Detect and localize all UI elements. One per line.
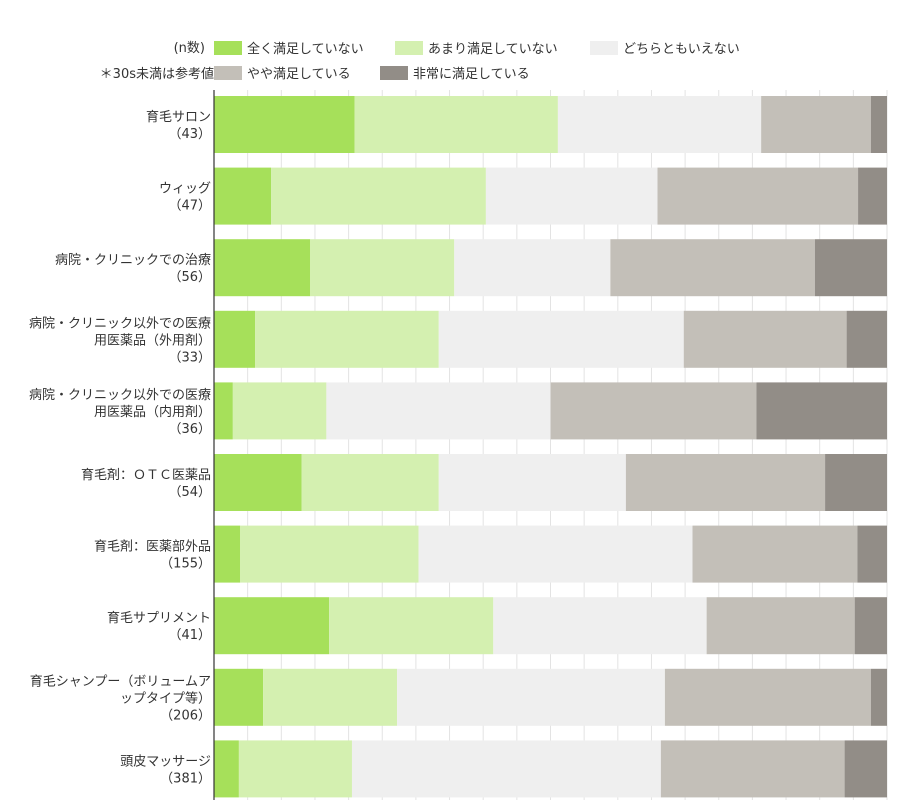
category-label-line: 育毛剤：ＯＴＣ医薬品: [81, 467, 211, 483]
bar-segment: [610, 239, 815, 297]
bar-segment: [706, 597, 855, 655]
category-label: 病院・クリニック以外での医療用医薬品（外用剤） （33）: [29, 316, 211, 365]
bar-segment: [761, 96, 871, 153]
bar-segment: [438, 310, 684, 368]
bar-segment: [438, 454, 626, 511]
category-label-line: （381）: [160, 771, 211, 786]
bar-segment: [418, 525, 693, 583]
bar-segment: [301, 454, 439, 511]
category-label: 頭皮マッサージ （381）: [120, 754, 211, 786]
bar-segment: [870, 668, 887, 726]
bar-segment: [683, 310, 847, 368]
n-count-label: (n数): [174, 41, 205, 56]
category-label: 育毛剤：ＯＴＣ医薬品 （54）: [81, 467, 211, 500]
category-label: 育毛シャンプー（ボリュームアップタイプ等） （206）: [30, 673, 211, 723]
bar-segment: [214, 167, 272, 225]
bar-segment: [232, 382, 327, 440]
legend-label-5: 非常に満足している: [413, 67, 530, 82]
category-label: 育毛サロン （43）: [146, 109, 211, 142]
bar-segment: [329, 597, 494, 655]
bar-segment: [814, 239, 887, 297]
category-label-line: （206）: [160, 708, 211, 723]
category-label: 育毛剤：医薬部外品 （155）: [94, 539, 211, 572]
legend-label-1: 全く満足していない: [247, 41, 364, 57]
category-label-line: （33）: [168, 350, 211, 365]
category-label-line: ップタイプ等）: [120, 690, 211, 706]
legend-swatch-5: [380, 66, 408, 80]
legend-swatch-4: [214, 66, 242, 80]
bar-segment: [214, 525, 241, 583]
bar-segment: [354, 96, 558, 153]
category-label-line: ウィッグ: [159, 182, 211, 197]
bar-segment: [271, 167, 486, 225]
bar-segment: [854, 597, 887, 655]
bar-segment: [454, 239, 611, 297]
bar-segment: [397, 668, 665, 726]
bar-segment: [825, 454, 887, 511]
bar-segment: [214, 668, 264, 726]
category-label-layer: 育毛サロン（43）ウィッグ（47）病院・クリニックでの治療（56）病院・クリニッ…: [29, 109, 211, 786]
category-label-line: 病院・クリニック以外での医療: [29, 316, 211, 331]
bar-segment: [756, 382, 887, 440]
legend-swatch-1: [214, 41, 242, 55]
bar-segment: [214, 382, 233, 440]
bar-segment: [214, 454, 302, 511]
legend-swatch-2: [395, 41, 423, 55]
reference-note: ＊30s未満は参考値: [100, 66, 214, 82]
bar-segment: [550, 382, 757, 440]
bar-segment: [238, 740, 352, 798]
category-label-line: （43）: [168, 127, 211, 142]
category-label-line: （41）: [168, 628, 211, 643]
category-label-line: （56）: [168, 270, 211, 285]
bar-segment: [240, 525, 419, 583]
category-label-line: （155）: [160, 557, 211, 572]
bar-segment: [326, 382, 551, 440]
bar-segment: [625, 454, 826, 511]
category-label-line: 用医薬品（外用剤）: [94, 332, 211, 348]
bar-segment: [657, 167, 859, 225]
bar-segment: [485, 167, 658, 225]
category-label: 育毛サプリメント （41）: [107, 610, 211, 643]
legend-label-4: やや満足している: [247, 67, 351, 82]
category-label-line: 育毛シャンプー（ボリュームア: [30, 673, 211, 689]
category-label-line: 頭皮マッサージ: [120, 754, 211, 769]
category-label-line: 病院・クリニック以外での医療: [29, 388, 211, 403]
bar-segment: [660, 740, 845, 798]
bar-segment: [255, 310, 439, 368]
bar-segment: [310, 239, 455, 297]
category-label-line: 用医薬品（内用剤）: [94, 404, 211, 420]
category-label-line: 育毛サプリメント: [107, 610, 211, 626]
legend-label-2: あまり満足していない: [428, 42, 558, 57]
bar-segment: [664, 668, 871, 726]
bar-segment: [214, 239, 311, 297]
bar-segment: [351, 740, 661, 798]
bar-segment: [870, 96, 887, 153]
legend: (n数) ＊30s未満は参考値 全く満足していない あまり満足していない どちら…: [100, 41, 740, 82]
category-label: 病院・クリニックでの治療 （56）: [55, 253, 211, 285]
bar-segment: [857, 525, 887, 583]
bar-segment: [692, 525, 858, 583]
bar-segment: [263, 668, 398, 726]
bar-segment: [214, 597, 330, 655]
category-label-line: （54）: [168, 485, 211, 500]
category-label: 病院・クリニック以外での医療用医薬品（内用剤） （36）: [29, 388, 211, 437]
bar-segment: [844, 740, 887, 798]
bar-segment: [214, 740, 239, 798]
category-label-line: 育毛サロン: [146, 109, 211, 125]
category-label-line: 育毛剤：医薬部外品: [94, 539, 211, 555]
bar-segment: [557, 96, 762, 153]
category-label-line: 病院・クリニックでの治療: [55, 253, 211, 268]
bar-layer: [214, 96, 887, 798]
category-label: ウィッグ （47）: [159, 182, 211, 214]
category-label-line: （47）: [168, 199, 211, 214]
category-label-line: （36）: [168, 422, 211, 437]
legend-label-3: どちらともいえない: [623, 42, 740, 57]
bar-segment: [493, 597, 707, 655]
bar-segment: [858, 167, 887, 225]
bar-segment: [846, 310, 887, 368]
bar-segment: [214, 310, 256, 368]
bar-segment: [214, 96, 355, 153]
legend-swatch-3: [590, 41, 618, 55]
